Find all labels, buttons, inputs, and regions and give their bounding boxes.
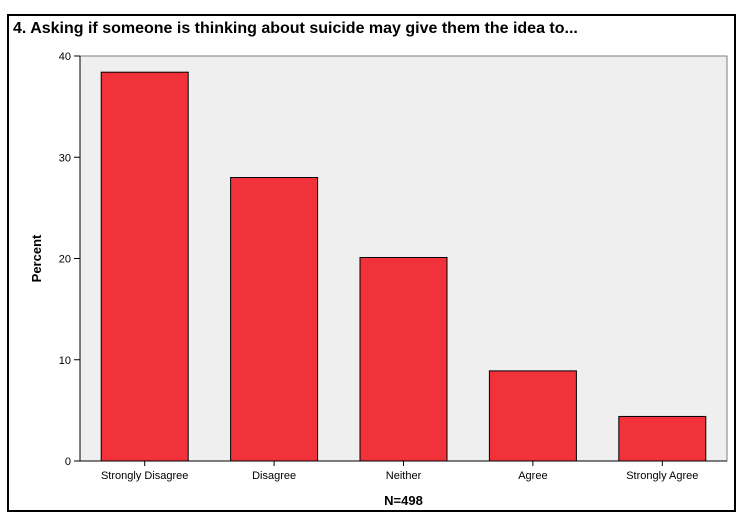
bar-disagree xyxy=(230,177,319,462)
bar-strongly-disagree xyxy=(100,71,189,462)
x-tick-label: Strongly Disagree xyxy=(101,470,188,482)
y-axis-title: Percent xyxy=(29,234,44,282)
y-tick-label: 0 xyxy=(65,456,71,468)
bars xyxy=(100,71,707,462)
y-tick-label: 20 xyxy=(59,254,71,266)
bar-strongly-agree xyxy=(618,415,707,462)
y-tick-label: 30 xyxy=(59,152,71,164)
chart-title: 4. Asking if someone is thinking about s… xyxy=(13,20,578,37)
x-tick-label: Strongly Agree xyxy=(626,470,698,482)
x-tick-label: Agree xyxy=(518,470,547,482)
y-tick-label: 40 xyxy=(59,51,71,63)
bar-agree xyxy=(488,370,577,462)
y-axis: 0 10 20 30 40 xyxy=(59,51,81,468)
x-axis-title: N=498 xyxy=(384,493,423,508)
x-tick-label: Neither xyxy=(386,470,422,482)
x-tick-label: Disagree xyxy=(252,470,296,482)
x-axis: Strongly Disagree Disagree Neither Agree Str… xyxy=(80,460,727,482)
bar-neither xyxy=(359,256,448,462)
y-tick-label: 10 xyxy=(59,355,71,367)
